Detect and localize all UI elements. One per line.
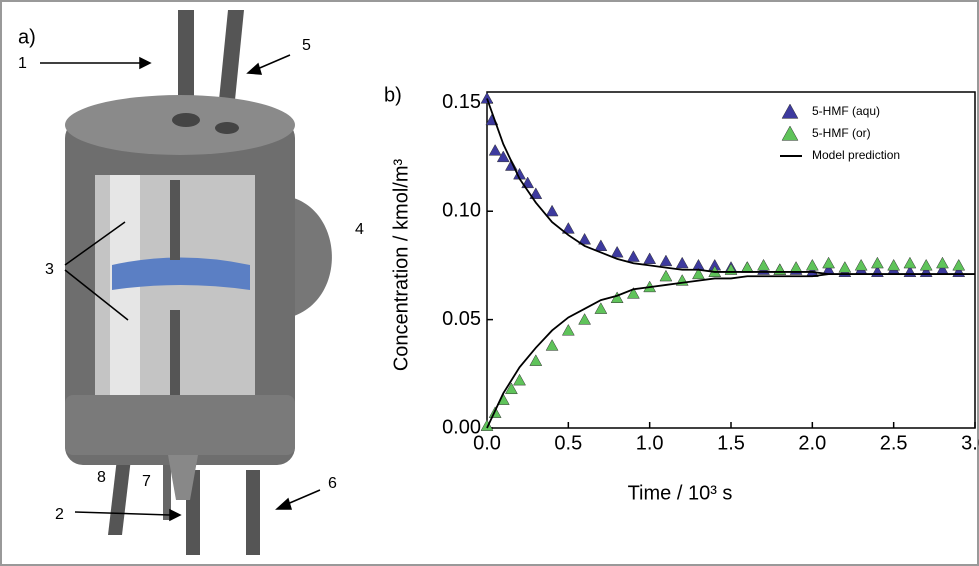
data-point [480,91,494,104]
x-axis-label: Time / 10³ s [628,482,733,504]
data-point [659,269,673,282]
y-tick-label: 0.00 [442,416,481,438]
data-point [578,313,592,325]
data-point [626,287,640,299]
panel-label: a) [18,26,36,48]
x-tick-label: 3.0 [961,432,979,454]
panel-label: b) [384,84,402,106]
data-point [488,144,502,156]
x-tick-label: 2.0 [798,432,826,454]
data-point [545,204,559,217]
data-point [805,258,819,271]
data-point [513,373,526,386]
data-point [757,258,770,271]
x-tick-label: 1.5 [717,432,745,454]
callout: 5 [302,37,311,54]
data-point [838,261,852,273]
data-point [870,256,884,269]
y-tick-label: 0.10 [442,200,481,222]
data-point [561,323,575,336]
data-point [561,222,575,234]
callout: 1 [18,55,27,72]
data-point [643,252,657,264]
data-point [594,239,608,251]
legend-label: 5-HMF (or) [812,126,871,140]
legend-label: 5-HMF (aqu) [812,104,880,118]
callout: 8 [97,469,106,486]
callout: 4 [355,221,364,238]
callout: 6 [328,475,337,492]
callout: 3 [45,261,54,278]
data-point [952,258,966,271]
callout: 2 [55,506,64,523]
x-tick-label: 0.5 [554,432,582,454]
data-point [578,232,592,245]
data-point [822,256,836,269]
data-point [887,258,901,271]
data-point [529,187,543,199]
data-point [504,382,518,395]
data-point [496,150,510,163]
callout: 7 [142,473,151,490]
data-point [480,419,494,431]
data-point [854,258,868,271]
x-tick-label: 1.0 [636,432,664,454]
model-line [486,273,975,429]
data-point [692,267,705,280]
callout-arrows [40,54,321,522]
data-point [594,302,608,314]
y-axis-label: Concentration / kmol/m³ [390,159,412,372]
data-point [919,258,933,271]
data-point [529,354,543,366]
data-point [675,256,689,269]
data-point [936,256,949,269]
data-point [626,250,640,262]
legend-swatch [781,125,799,141]
data-point [545,339,559,351]
x-tick-label: 2.5 [880,432,908,454]
legend-label: Model prediction [812,148,900,162]
data-point [903,256,917,269]
y-tick-label: 0.05 [442,308,481,330]
data-point [659,254,673,267]
legend-swatch [781,103,799,119]
x-tick-label: 0.0 [473,432,501,454]
data-point [610,245,624,258]
callouts: 1 2 3 4 5 6 7 8 [18,37,364,523]
y-tick-label: 0.15 [442,91,481,113]
